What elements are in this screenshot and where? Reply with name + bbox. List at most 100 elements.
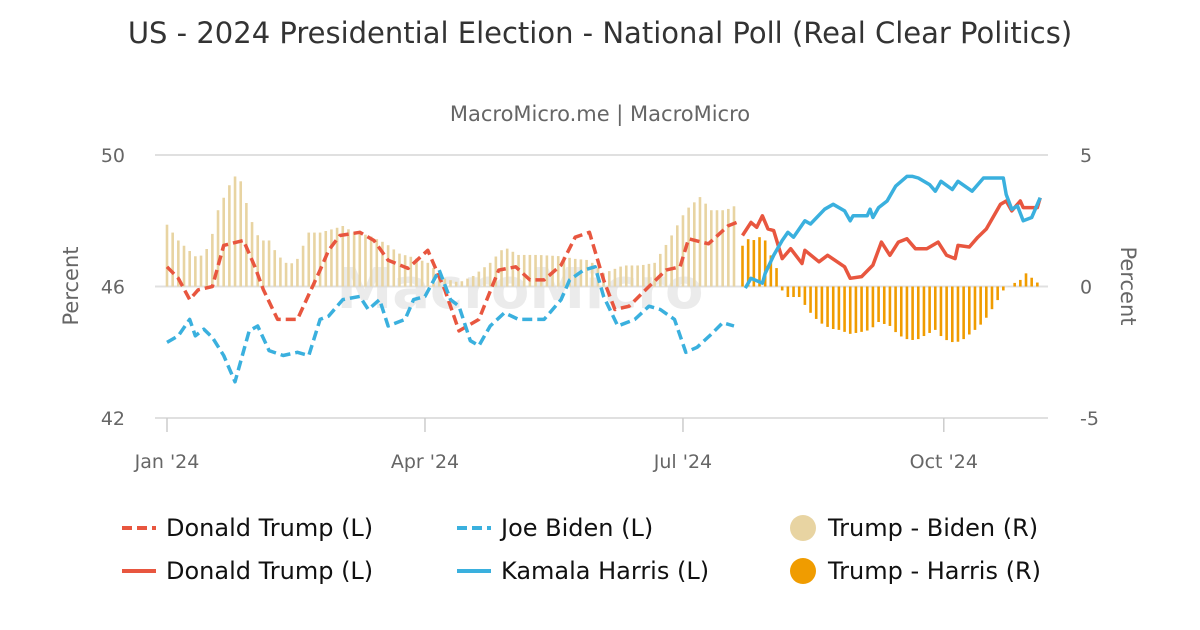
y-left-tick-label: 42 [101, 408, 125, 430]
bar [950, 286, 954, 343]
bar [647, 263, 651, 287]
bar [335, 227, 339, 287]
bar [307, 232, 311, 287]
bar [182, 245, 186, 287]
bar [171, 232, 174, 287]
bar [727, 208, 730, 287]
chart-subtitle: MacroMicro.me | MacroMicro [449, 102, 751, 126]
bar [962, 286, 965, 340]
bar [670, 235, 673, 287]
bar [664, 244, 668, 287]
series-line [165, 220, 738, 333]
bar [996, 286, 999, 301]
bar [364, 234, 367, 287]
bar [1030, 277, 1033, 287]
bar [809, 286, 812, 313]
x-tick-label: Jul '24 [653, 451, 712, 473]
bar [928, 286, 931, 333]
bar [228, 185, 231, 287]
bar [375, 239, 379, 287]
bar [1019, 279, 1022, 287]
bar [792, 286, 795, 298]
bar [1002, 286, 1005, 291]
bar [415, 258, 418, 287]
bar [290, 263, 294, 287]
legend-label: Trump - Harris (R) [828, 557, 1042, 585]
bar [1036, 282, 1039, 287]
bar [877, 286, 880, 323]
bar [267, 240, 271, 287]
bar [704, 203, 707, 287]
bar [573, 258, 577, 287]
bar [273, 250, 277, 287]
bar [775, 268, 778, 287]
bar [956, 286, 960, 342]
bar [392, 249, 396, 287]
bar [488, 262, 492, 287]
bar [624, 265, 628, 287]
bar [641, 264, 645, 287]
bar [715, 210, 719, 287]
bar [939, 286, 943, 337]
bar [933, 286, 937, 330]
bar [449, 280, 452, 287]
legend-marker-icon [457, 526, 491, 530]
bar [420, 260, 424, 287]
legend-item[interactable]: Trump - Harris (R) [790, 555, 1041, 587]
bar [205, 249, 208, 287]
bar [165, 224, 169, 287]
bar [710, 210, 713, 287]
legend-marker-icon [790, 515, 816, 541]
bar [177, 240, 180, 287]
bar [239, 181, 243, 287]
x-tick-label: Apr '24 [391, 451, 459, 473]
bar [636, 265, 639, 287]
bar [250, 222, 254, 287]
legend-label: Kamala Harris (L) [501, 557, 710, 585]
bar [607, 271, 611, 287]
bar [284, 262, 288, 287]
bar [814, 286, 818, 319]
bar [562, 256, 566, 287]
legend-item[interactable]: Donald Trump (L) [122, 555, 373, 587]
bar [698, 197, 702, 287]
bar [522, 254, 526, 287]
legend-item[interactable]: Trump - Biden (R) [790, 512, 1038, 544]
bar [545, 255, 549, 287]
bar [352, 232, 356, 287]
legend-item[interactable]: Joe Biden (L) [457, 512, 653, 544]
bar [894, 286, 897, 333]
bar [296, 258, 299, 287]
bar [256, 235, 260, 287]
legend-circle-icon [790, 515, 816, 541]
series-line [741, 197, 1042, 281]
bar [826, 286, 829, 327]
bar [403, 255, 407, 287]
series-line [743, 174, 1042, 289]
bar [483, 267, 486, 287]
bar [460, 281, 464, 287]
bar [330, 229, 333, 287]
bar [676, 225, 679, 287]
y-right-tick-label: -5 [1080, 408, 1099, 430]
legend-label: Trump - Biden (R) [828, 514, 1039, 542]
bar [585, 259, 588, 287]
bar [746, 239, 750, 287]
bar [837, 286, 841, 330]
bar [848, 286, 852, 334]
bar [630, 265, 634, 287]
legend-marker-icon [122, 569, 156, 573]
bar [905, 286, 909, 340]
bar [279, 257, 282, 287]
bar [786, 286, 790, 298]
legend-item[interactable]: Donald Trump (L) [122, 512, 373, 544]
bar [752, 240, 756, 287]
bar [973, 286, 977, 330]
legend-marker-icon [790, 558, 816, 584]
bar [1024, 273, 1028, 287]
legend-item[interactable]: Kamala Harris (L) [457, 555, 709, 587]
bar [922, 286, 926, 337]
bar [763, 240, 767, 287]
bar [693, 202, 696, 287]
y-right-tick-label: 0 [1080, 277, 1092, 299]
